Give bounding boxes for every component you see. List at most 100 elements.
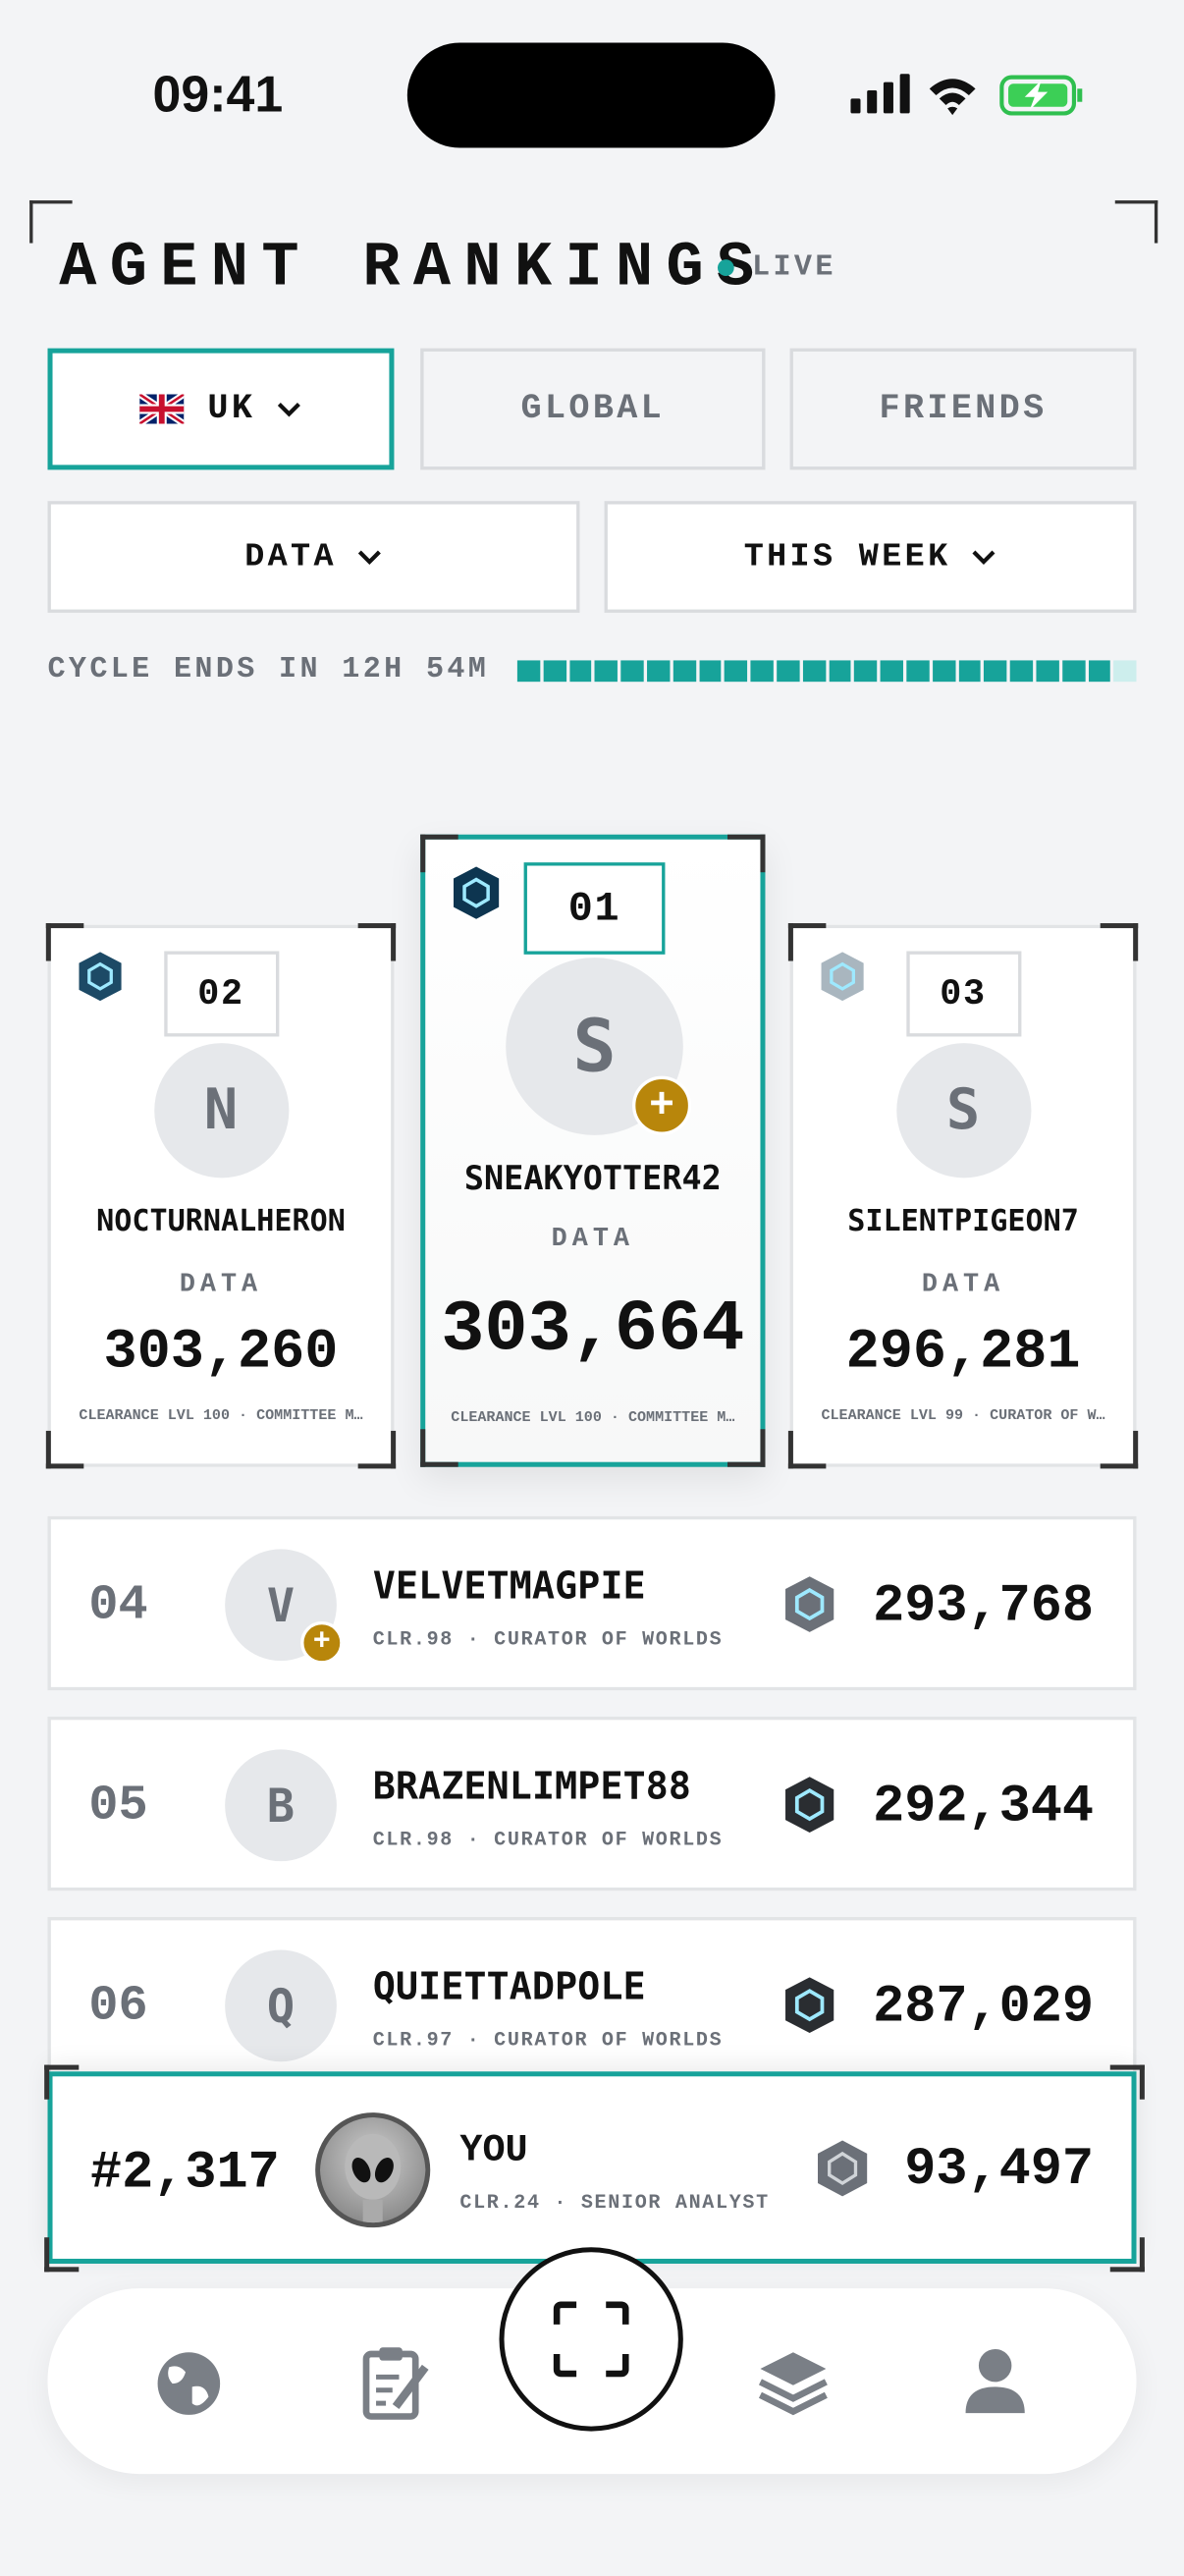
your-badge — [818, 2140, 868, 2197]
progress-segment — [1113, 660, 1137, 683]
tier-badge — [785, 1576, 834, 1632]
page-title: AGENT RANKINGS — [59, 233, 768, 304]
filter-period[interactable]: THIS WEEK — [604, 501, 1137, 613]
nav-layers[interactable] — [757, 2346, 830, 2419]
tab-global[interactable]: GLOBAL — [420, 348, 766, 470]
progress-segment — [673, 660, 696, 683]
row-meta: CLR.98 · CURATOR OF WORLDS — [372, 1627, 724, 1652]
your-rank-row[interactable]: #2,317 YOU CLR.24 · SENIOR ANALYST 93,49… — [47, 2071, 1137, 2264]
your-score: 93,497 — [904, 2138, 1095, 2200]
row-name: BRAZENLIMPET88 — [372, 1766, 691, 1809]
rank-box: 03 — [905, 951, 1021, 1037]
avatar: N — [153, 1043, 289, 1178]
boost-badge: + — [300, 1620, 344, 1665]
ranking-row[interactable]: 04 V + VELVETMAGPIE CLR.98 · CURATOR OF WORL… — [47, 1515, 1137, 1691]
player-category: DATA — [921, 1269, 1005, 1300]
cycle-progress — [516, 660, 1137, 683]
row-score: 293,768 — [873, 1575, 1095, 1637]
corner — [44, 2064, 80, 2100]
corner — [1109, 2237, 1145, 2273]
row-name: VELVETMAGPIE — [372, 1565, 646, 1609]
progress-segment — [568, 660, 592, 683]
progress-segment — [880, 660, 903, 683]
dynamic-island — [406, 42, 776, 148]
your-avatar — [315, 2112, 431, 2228]
progress-segment — [516, 660, 540, 683]
progress-segment — [620, 660, 644, 683]
boost-badge: + — [631, 1075, 692, 1135]
progress-segment — [854, 660, 878, 683]
podium-card[interactable]: 01 S + SNEAKYOTTER42 DATA 303,664 CLEARANCE LV… — [420, 834, 766, 1467]
chevron — [277, 403, 300, 417]
progress-segment — [777, 660, 800, 683]
row-name: QUIETTADPOLE — [372, 1966, 646, 2009]
live-label: LIVE — [752, 250, 836, 285]
filter-label: THIS WEEK — [743, 537, 951, 576]
player-score: 296,281 — [845, 1322, 1081, 1386]
corner — [357, 923, 397, 961]
filter-label: DATA — [244, 537, 337, 576]
progress-segment — [1036, 660, 1059, 683]
tier-badge — [785, 1977, 834, 2034]
progress-segment — [906, 660, 930, 683]
chevron — [357, 550, 381, 566]
clock: 09:41 — [152, 65, 284, 124]
progress-segment — [802, 660, 826, 683]
progress-segment — [932, 660, 955, 683]
progress-segment — [595, 660, 619, 683]
avatar: S — [895, 1043, 1031, 1178]
alien-icon — [345, 2133, 402, 2223]
player-name: SNEAKYOTTER42 — [463, 1158, 722, 1198]
row-meta: CLR.97 · CURATOR OF WORLDS — [372, 2028, 724, 2053]
rank-box: 02 — [163, 951, 279, 1037]
scan-button[interactable] — [499, 2247, 683, 2432]
corner — [1114, 200, 1158, 244]
nav-report[interactable] — [359, 2344, 432, 2420]
tab-label: FRIENDS — [879, 390, 1048, 428]
tier-badge — [785, 1777, 834, 1833]
tier-badge — [821, 952, 864, 1002]
progress-segment — [984, 660, 1007, 683]
corner — [420, 1429, 458, 1467]
avatar: Q — [225, 1949, 337, 2062]
nav-globe[interactable] — [153, 2347, 226, 2420]
avatar: B — [225, 1749, 337, 1862]
rank-box: 01 — [523, 862, 666, 955]
corner — [1100, 1430, 1139, 1469]
progress-segment — [698, 660, 722, 683]
corner — [45, 923, 84, 961]
your-meta: CLR.24 · SENIOR ANALYST — [459, 2191, 770, 2215]
live-dot — [717, 259, 734, 277]
corner — [44, 2237, 80, 2273]
row-rank: 05 — [88, 1779, 148, 1836]
corner — [420, 834, 458, 873]
tab-label: UK — [207, 390, 256, 428]
your-name: YOU — [459, 2128, 528, 2172]
filter-metric[interactable]: DATA — [47, 501, 580, 613]
player-meta: CLEARANCE LVL 100 · COMMITTEE M… — [79, 1407, 363, 1425]
status-icons — [850, 74, 1083, 116]
row-score: 287,029 — [873, 1976, 1095, 2038]
scan-icon — [553, 2301, 629, 2378]
ranking-row[interactable]: 05 B BRAZENLIMPET88 CLR.98 · CURATOR OF WOR… — [47, 1716, 1137, 1891]
ranking-row[interactable]: 06 Q QUIETTADPOLE CLR.97 · CURATOR OF WORLD… — [47, 1917, 1137, 2092]
row-score: 292,344 — [873, 1776, 1095, 1837]
corner — [787, 1430, 827, 1469]
tab-friends[interactable]: FRIENDS — [789, 348, 1137, 470]
progress-segment — [1061, 660, 1085, 683]
player-score: 303,260 — [103, 1322, 339, 1386]
corner — [29, 200, 73, 244]
progress-segment — [543, 660, 566, 683]
podium-card[interactable]: 03 S SILENTPIGEON7 DATA 296,281 CLEARANCE LVL… — [787, 923, 1139, 1469]
tier-badge — [79, 952, 122, 1002]
nav-profile[interactable] — [961, 2347, 1030, 2414]
row-rank: 06 — [88, 1979, 148, 2036]
progress-segment — [647, 660, 671, 683]
podium-card[interactable]: 02 N NOCTURNALHERON DATA 303,260 CLEARANCE LV… — [45, 923, 397, 1469]
tab-region[interactable]: UK — [47, 348, 395, 470]
corner — [727, 1429, 766, 1467]
flag — [139, 394, 185, 424]
tier-badge — [453, 866, 500, 919]
player-meta: CLEARANCE LVL 100 · COMMITTEE M… — [451, 1409, 735, 1426]
